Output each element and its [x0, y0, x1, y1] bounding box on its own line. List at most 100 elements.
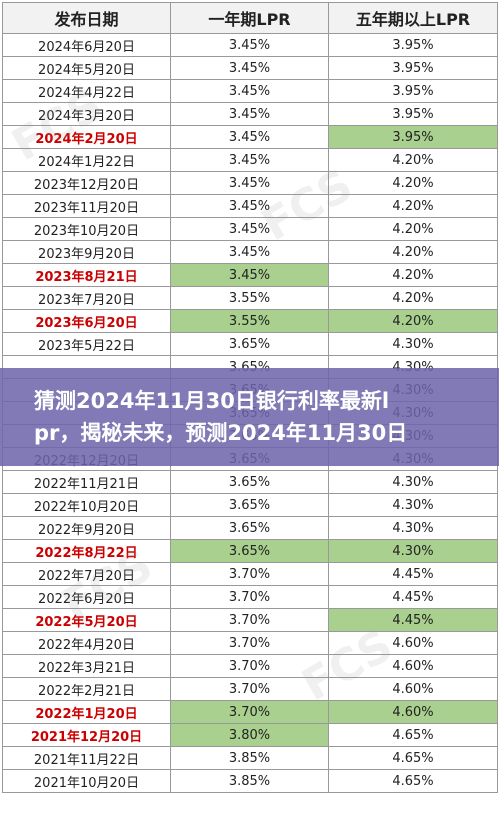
cell-five-year-lpr: 3.95%: [328, 33, 498, 57]
cell-one-year-lpr: 3.45%: [170, 102, 329, 126]
cell-five-year-lpr: 4.20%: [328, 148, 498, 172]
table-row: 2023年8月21日 3.45% 4.20%: [2, 263, 498, 287]
cell-one-year-lpr: 3.45%: [170, 263, 329, 287]
cell-date: 2023年12月20日: [2, 171, 171, 195]
cell-five-year-lpr: 3.95%: [328, 125, 498, 149]
table-row: 2023年5月22日 3.65% 4.30%: [2, 332, 498, 356]
table-row: 2024年1月22日 3.45% 4.20%: [2, 148, 498, 172]
table-row: 2022年9月20日 3.65% 4.30%: [2, 516, 498, 540]
cell-five-year-lpr: 4.65%: [328, 769, 498, 793]
cell-date: 2021年11月22日: [2, 746, 171, 770]
cell-date: 2024年1月22日: [2, 148, 171, 172]
cell-one-year-lpr: 3.45%: [170, 79, 329, 103]
cell-five-year-lpr: 4.65%: [328, 723, 498, 747]
table-row: 2024年6月20日 3.45% 3.95%: [2, 33, 498, 57]
cell-one-year-lpr: 3.70%: [170, 700, 329, 724]
table-row: 2022年5月20日 3.70% 4.45%: [2, 608, 498, 632]
cell-date: 2023年11月20日: [2, 194, 171, 218]
cell-five-year-lpr: 3.95%: [328, 79, 498, 103]
cell-one-year-lpr: 3.70%: [170, 562, 329, 586]
cell-one-year-lpr: 3.65%: [170, 539, 329, 563]
cell-one-year-lpr: 3.45%: [170, 171, 329, 195]
table-row: 2024年3月20日 3.45% 3.95%: [2, 102, 498, 126]
cell-one-year-lpr: 3.65%: [170, 470, 329, 494]
cell-one-year-lpr: 3.85%: [170, 746, 329, 770]
cell-one-year-lpr: 3.85%: [170, 769, 329, 793]
table-row: 2022年7月20日 3.70% 4.45%: [2, 562, 498, 586]
cell-date: 2022年9月20日: [2, 516, 171, 540]
cell-five-year-lpr: 4.20%: [328, 263, 498, 287]
table-row: 2024年2月20日 3.45% 3.95%: [2, 125, 498, 149]
cell-one-year-lpr: 3.65%: [170, 332, 329, 356]
cell-five-year-lpr: 4.45%: [328, 562, 498, 586]
cell-five-year-lpr: 4.20%: [328, 309, 498, 333]
cell-date: 2022年4月20日: [2, 631, 171, 655]
cell-date: 2022年1月20日: [2, 700, 171, 724]
banner-title-line-2: pr，揭秘未来，预测2024年11月30日: [34, 421, 408, 445]
cell-date: 2022年8月22日: [2, 539, 171, 563]
cell-date: 2023年5月22日: [2, 332, 171, 356]
table-row: 2022年11月21日 3.65% 4.30%: [2, 470, 498, 494]
cell-five-year-lpr: 4.30%: [328, 539, 498, 563]
cell-five-year-lpr: 4.30%: [328, 516, 498, 540]
cell-date: 2024年6月20日: [2, 33, 171, 57]
table-row: 2022年10月20日 3.65% 4.30%: [2, 493, 498, 517]
table-row: 2024年4月22日 3.45% 3.95%: [2, 79, 498, 103]
cell-five-year-lpr: 4.60%: [328, 677, 498, 701]
table-header-row: 发布日期 一年期LPR 五年期以上LPR: [2, 2, 498, 34]
cell-five-year-lpr: 4.30%: [328, 493, 498, 517]
table-body: 2024年6月20日 3.45% 3.95% 2024年5月20日 3.45% 3.95%…: [2, 33, 498, 793]
cell-date: 2022年3月21日: [2, 654, 171, 678]
table-row: 2023年7月20日 3.55% 4.20%: [2, 286, 498, 310]
table-row: 2021年12月20日 3.80% 4.65%: [2, 723, 498, 747]
cell-date: 2022年6月20日: [2, 585, 171, 609]
table-row: 2022年8月22日 3.65% 4.30%: [2, 539, 498, 563]
header-five-year-lpr: 五年期以上LPR: [328, 2, 498, 34]
cell-one-year-lpr: 3.65%: [170, 493, 329, 517]
cell-one-year-lpr: 3.45%: [170, 125, 329, 149]
banner-title-line-1: 猜测2024年11月30日银行利率最新l: [34, 389, 390, 413]
cell-one-year-lpr: 3.55%: [170, 286, 329, 310]
table-row: 2023年9月20日 3.45% 4.20%: [2, 240, 498, 264]
cell-five-year-lpr: 3.95%: [328, 102, 498, 126]
cell-one-year-lpr: 3.55%: [170, 309, 329, 333]
lpr-table: 发布日期 一年期LPR 五年期以上LPR 2024年6月20日 3.45% 3.95…: [2, 2, 498, 793]
cell-five-year-lpr: 4.20%: [328, 240, 498, 264]
cell-date: 2024年4月22日: [2, 79, 171, 103]
header-one-year-lpr: 一年期LPR: [170, 2, 329, 34]
cell-one-year-lpr: 3.70%: [170, 631, 329, 655]
cell-one-year-lpr: 3.45%: [170, 194, 329, 218]
header-date: 发布日期: [2, 2, 171, 34]
article-title-banner[interactable]: 猜测2024年11月30日银行利率最新l pr，揭秘未来，预测2024年11月3…: [0, 368, 499, 466]
table-row: 2023年12月20日 3.45% 4.20%: [2, 171, 498, 195]
cell-five-year-lpr: 4.20%: [328, 194, 498, 218]
cell-date: 2023年8月21日: [2, 263, 171, 287]
cell-five-year-lpr: 4.20%: [328, 171, 498, 195]
table-row: 2022年3月21日 3.70% 4.60%: [2, 654, 498, 678]
cell-one-year-lpr: 3.70%: [170, 608, 329, 632]
table-row: 2023年6月20日 3.55% 4.20%: [2, 309, 498, 333]
cell-five-year-lpr: 4.30%: [328, 332, 498, 356]
cell-date: 2023年10月20日: [2, 217, 171, 241]
cell-five-year-lpr: 4.20%: [328, 286, 498, 310]
cell-date: 2023年6月20日: [2, 309, 171, 333]
lpr-table-container: 发布日期 一年期LPR 五年期以上LPR 2024年6月20日 3.45% 3.95…: [2, 2, 498, 793]
cell-five-year-lpr: 4.45%: [328, 608, 498, 632]
cell-one-year-lpr: 3.45%: [170, 217, 329, 241]
cell-date: 2023年7月20日: [2, 286, 171, 310]
cell-five-year-lpr: 4.60%: [328, 631, 498, 655]
cell-five-year-lpr: 3.95%: [328, 56, 498, 80]
cell-five-year-lpr: 4.45%: [328, 585, 498, 609]
cell-one-year-lpr: 3.45%: [170, 148, 329, 172]
table-row: 2021年11月22日 3.85% 4.65%: [2, 746, 498, 770]
cell-one-year-lpr: 3.65%: [170, 516, 329, 540]
cell-five-year-lpr: 4.30%: [328, 470, 498, 494]
table-row: 2023年10月20日 3.45% 4.20%: [2, 217, 498, 241]
cell-date: 2022年2月21日: [2, 677, 171, 701]
table-row: 2022年1月20日 3.70% 4.60%: [2, 700, 498, 724]
cell-date: 2022年7月20日: [2, 562, 171, 586]
cell-date: 2021年12月20日: [2, 723, 171, 747]
cell-five-year-lpr: 4.20%: [328, 217, 498, 241]
table-row: 2023年11月20日 3.45% 4.20%: [2, 194, 498, 218]
table-row: 2021年10月20日 3.85% 4.65%: [2, 769, 498, 793]
